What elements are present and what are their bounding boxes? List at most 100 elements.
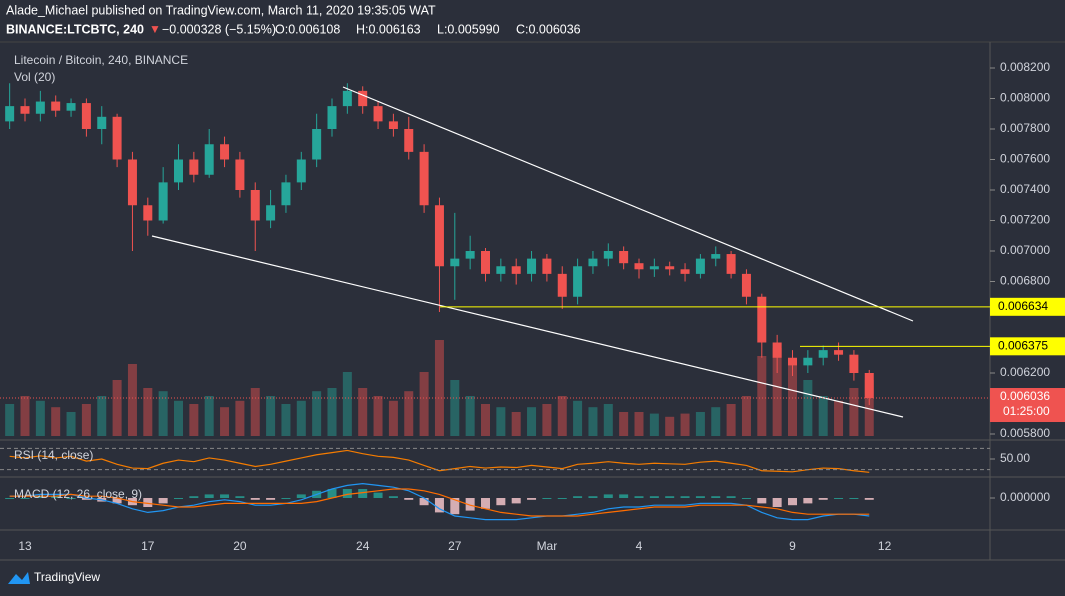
macd-histogram-bar — [481, 498, 490, 509]
macd-histogram-bar — [573, 496, 583, 498]
candle-body — [266, 205, 276, 221]
last-price-label: 0.006036 — [1000, 389, 1050, 403]
brand[interactable]: TradingView — [34, 570, 100, 584]
candle-body — [726, 254, 736, 274]
macd-histogram-bar — [665, 496, 675, 498]
macd-line — [9, 482, 870, 521]
change: −0.000328 (−5.15%) — [162, 22, 276, 36]
macd-histogram-bar — [174, 498, 183, 499]
volume-bar — [619, 412, 629, 436]
macd-histogram-bar — [864, 498, 874, 500]
volume-bar — [220, 407, 230, 436]
macd-histogram-bar — [849, 498, 859, 499]
candle-body — [619, 251, 629, 264]
rsi-title: RSI (14, close) — [14, 448, 93, 462]
candle-body — [204, 144, 214, 175]
volume-bar — [358, 388, 368, 436]
macd-histogram-bar — [818, 498, 828, 500]
candle-body — [588, 258, 598, 267]
macd-histogram-bar — [450, 498, 460, 515]
candle-body — [127, 159, 137, 206]
candle-body — [557, 273, 567, 297]
candle-body — [695, 258, 705, 274]
volume-bar — [680, 413, 690, 436]
level-label: 0.006375 — [998, 338, 1048, 352]
volume-bar — [434, 340, 444, 436]
macd-title: MACD (12, 26, close, 9) — [14, 487, 142, 501]
candle-body — [358, 90, 368, 107]
candle-body — [419, 151, 429, 206]
macd-histogram-bar — [419, 498, 429, 506]
volume-bar — [327, 388, 337, 436]
volume-bar — [235, 400, 245, 436]
macd-histogram-bar — [66, 498, 76, 499]
y-tick-label: 0.006200 — [1000, 365, 1050, 379]
down-arrow: ▼ — [149, 22, 161, 36]
marks — [5, 83, 874, 521]
macd-histogram-bar — [220, 494, 230, 498]
y-tick-label: 0.000000 — [1000, 490, 1050, 504]
volume-bar — [342, 372, 352, 436]
volume-bar — [174, 400, 183, 436]
macd-histogram-bar — [649, 496, 659, 498]
candle-body — [97, 116, 107, 129]
volume-bar — [511, 412, 521, 436]
macd-histogram-bar — [189, 496, 199, 498]
volume-bar — [757, 356, 767, 436]
volume-bar — [634, 412, 644, 436]
candle-body — [496, 266, 506, 274]
macd-histogram-bar — [772, 498, 782, 507]
macd-histogram-bar — [250, 498, 260, 500]
y-tick-label: 0.005800 — [1000, 426, 1050, 440]
volume-bar — [97, 396, 107, 436]
volume-bar — [450, 380, 460, 436]
volume-bar — [296, 400, 306, 436]
macd-histogram-bar — [788, 498, 797, 506]
trendline — [151, 235, 904, 418]
volume-bar — [496, 407, 506, 436]
x-tick-label: 12 — [878, 539, 892, 553]
macd-histogram-bar — [5, 498, 15, 499]
volume-bar — [803, 380, 813, 436]
chart-title: Litecoin / Bitcoin, 240, BINANCE — [14, 53, 188, 67]
candle-body — [112, 116, 122, 160]
volume-bar — [772, 348, 782, 436]
x-tick-label: 13 — [18, 539, 32, 553]
macd-histogram-bar — [757, 498, 767, 504]
candle-body — [542, 258, 552, 274]
candle-body — [527, 258, 537, 274]
y-tick-label: 0.007400 — [1000, 182, 1050, 196]
candle-body — [634, 263, 644, 270]
candle-body — [296, 159, 306, 183]
macd-histogram-bar — [204, 494, 214, 498]
macd-histogram-bar — [465, 498, 475, 511]
macd-histogram-bar — [711, 496, 721, 498]
volume-bar — [573, 400, 583, 436]
trendline — [342, 86, 914, 322]
candle-body — [818, 350, 828, 358]
volume-bar — [66, 412, 76, 436]
candle-body — [434, 205, 444, 267]
candle-body — [174, 159, 183, 183]
candle-body — [220, 144, 230, 160]
macd-histogram-bar — [726, 496, 736, 498]
candle-body — [373, 106, 383, 122]
logo[interactable]: TradingView — [8, 570, 100, 584]
candle-body — [143, 205, 153, 221]
macd-histogram-bar — [803, 498, 813, 504]
volume-bar — [588, 407, 598, 436]
volume-bar — [404, 391, 414, 436]
volume-bar — [741, 396, 751, 436]
candle-body — [834, 350, 844, 355]
macd-histogram-bar — [741, 498, 751, 499]
candle-body — [250, 190, 260, 221]
volume-bar — [112, 380, 122, 436]
publisher: Alade_Michael published on TradingView.c… — [6, 3, 436, 17]
volume-bar — [158, 391, 168, 436]
volume-bar — [834, 400, 844, 436]
y-tick-label: 0.008200 — [1000, 60, 1050, 74]
macd-histogram-bar — [634, 496, 644, 498]
macd-histogram-bar — [388, 496, 398, 498]
macd-histogram-bar — [266, 498, 276, 500]
macd-histogram-bar — [296, 494, 306, 498]
